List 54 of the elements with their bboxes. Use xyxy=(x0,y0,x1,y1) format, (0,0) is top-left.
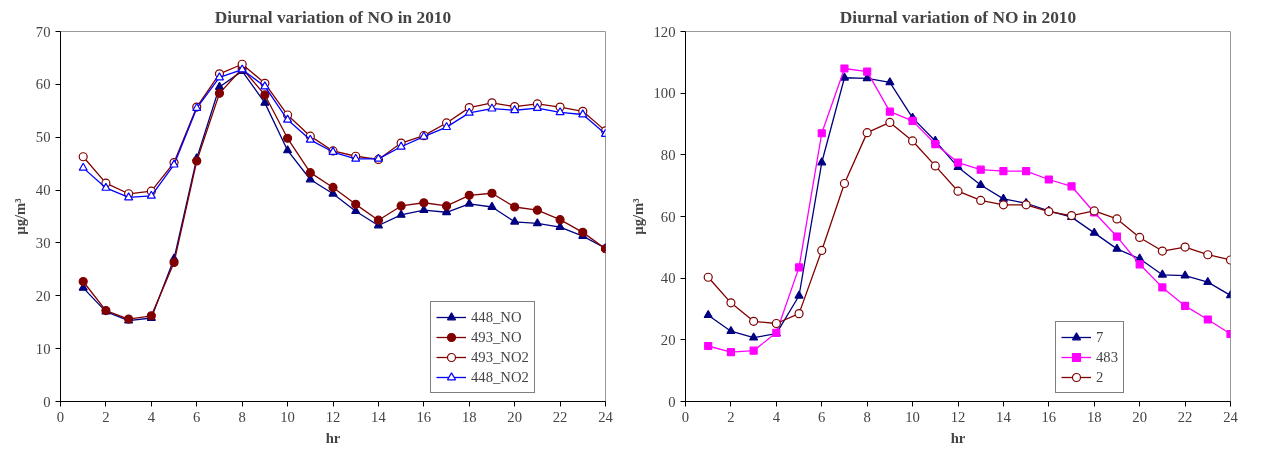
x-tick-label: 24 xyxy=(1223,408,1239,425)
y-tick-label: 50 xyxy=(35,129,51,146)
y-tick-label: 20 xyxy=(35,287,51,304)
x-tick-label: 18 xyxy=(1086,408,1102,425)
x-tick-label: 20 xyxy=(1132,408,1147,425)
y-tick-label: 30 xyxy=(35,234,51,251)
y-tick-label: 70 xyxy=(35,23,51,40)
chart-title: Diurnal variation of NO in 2010 xyxy=(839,7,1077,27)
x-tick-label: 8 xyxy=(863,408,871,425)
x-tick-label: 24 xyxy=(598,408,614,425)
y-tick-label: 80 xyxy=(660,146,676,163)
x-tick-label: 16 xyxy=(416,408,432,425)
x-tick-label: 6 xyxy=(193,408,201,425)
x-tick-label: 18 xyxy=(461,408,477,425)
x-tick-label: 20 xyxy=(507,408,522,425)
x-tick-label: 14 xyxy=(371,408,387,425)
x-tick-label: 14 xyxy=(996,408,1012,425)
x-tick-label: 8 xyxy=(238,408,246,425)
legend-label: 483 xyxy=(1096,348,1118,366)
legend-label: 448_NO xyxy=(471,308,522,326)
y-tick-label: 40 xyxy=(660,270,676,287)
y-tick-label: 60 xyxy=(660,208,676,225)
y-axis-title: µg/m³ xyxy=(629,197,646,235)
y-tick-label: 100 xyxy=(653,85,676,102)
y-tick-label: 60 xyxy=(35,76,51,93)
x-tick-label: 2 xyxy=(727,408,735,425)
legend-label: 448_NO2 xyxy=(471,368,529,386)
y-tick-label: 10 xyxy=(35,340,51,357)
y-tick-label: 120 xyxy=(653,23,676,40)
chart-title: Diurnal variation of NO in 2010 xyxy=(214,7,452,27)
y-tick-label: 0 xyxy=(43,393,51,410)
y-tick-label: 20 xyxy=(660,331,676,348)
y-tick-label: 40 xyxy=(35,182,51,199)
x-tick-label: 10 xyxy=(280,408,295,425)
x-tick-label: 12 xyxy=(950,408,966,425)
legend-label: 493_NO xyxy=(471,328,522,346)
x-tick-label: 22 xyxy=(552,408,568,425)
x-axis-title: hr xyxy=(325,429,341,446)
y-axis-title: µg/m³ xyxy=(11,197,28,235)
x-tick-label: 6 xyxy=(818,408,826,425)
x-tick-label: 4 xyxy=(147,408,156,425)
x-tick-label: 2 xyxy=(102,408,110,425)
x-tick-label: 12 xyxy=(325,408,341,425)
x-tick-label: 0 xyxy=(56,408,65,425)
y-tick-label: 0 xyxy=(668,393,676,410)
legend-label: 7 xyxy=(1096,328,1105,346)
legend-label: 2 xyxy=(1096,368,1105,386)
x-tick-label: 4 xyxy=(772,408,781,425)
x-axis-title: hr xyxy=(950,429,966,446)
x-tick-label: 16 xyxy=(1041,408,1057,425)
x-tick-label: 10 xyxy=(905,408,920,425)
legend-label: 493_NO2 xyxy=(471,348,529,366)
x-tick-label: 0 xyxy=(681,408,690,425)
x-tick-label: 22 xyxy=(1177,408,1193,425)
